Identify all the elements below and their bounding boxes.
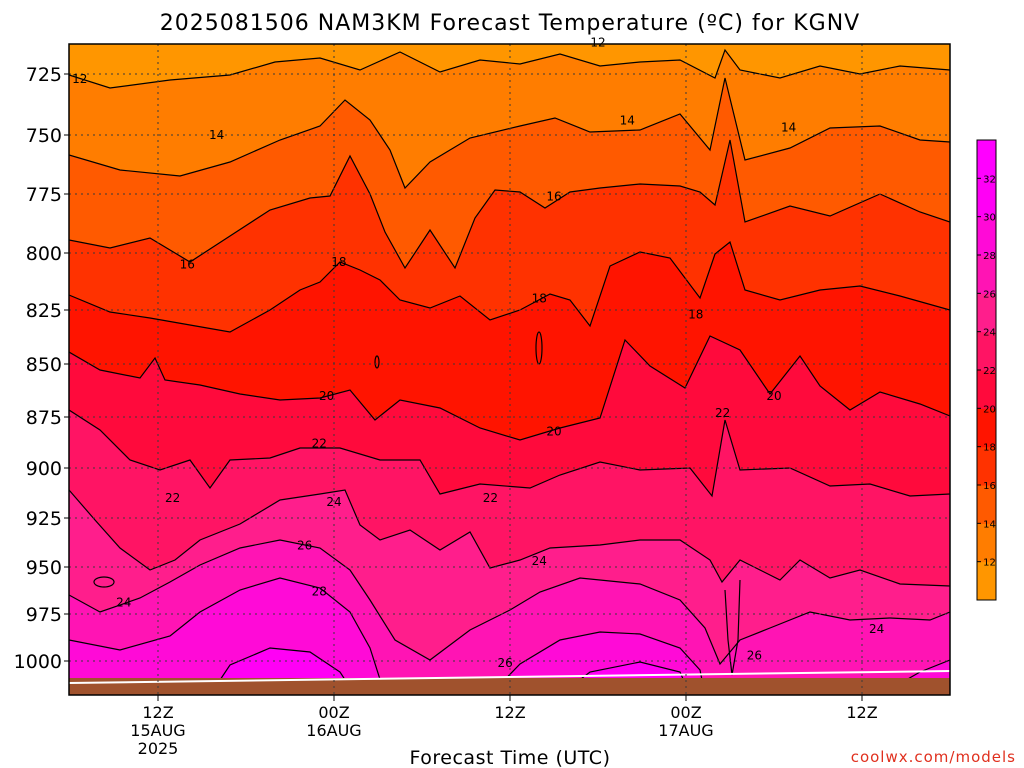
contour-label: 12 [72, 72, 87, 86]
x-tick-date: 16AUG [306, 721, 361, 740]
contour-label: 22 [312, 437, 327, 451]
colorbar: 12 14 16 18 20 22 24 26 28 30 32 [976, 139, 997, 601]
y-tick-label: 950 [26, 557, 62, 579]
contour-label: 18 [688, 307, 703, 321]
credit-text: coolwx.com/models [851, 748, 1016, 766]
plot-area [69, 44, 950, 695]
y-tick-label: 750 [26, 125, 62, 147]
x-axis-title: Forecast Time (UTC) [410, 747, 611, 768]
contour-label: 26 [497, 656, 512, 670]
contour-label: 18 [331, 255, 346, 269]
contour-label: 24 [116, 596, 131, 610]
contour-closed-small-2 [374, 355, 380, 369]
contour-label: 24 [869, 622, 884, 636]
colorbar-swatch [977, 523, 996, 563]
y-tick-label: 800 [26, 243, 62, 265]
y-axis: 725 750 775 800 825 850 875 900 925 950 … [14, 64, 69, 673]
contour-closed-small-3 [93, 576, 115, 588]
contour-label: 24 [532, 554, 547, 568]
y-tick-label: 1000 [14, 651, 62, 673]
contour-24 [69, 489, 950, 587]
colorbar-label: 16 [983, 481, 996, 492]
colorbar-swatch [977, 216, 996, 256]
contour-label: 14 [209, 128, 224, 142]
y-tick-label: 900 [26, 458, 62, 480]
x-tick-label: 00Z [318, 703, 349, 722]
chart-title: 2025081506 NAM3KM Forecast Temperature (… [160, 11, 860, 36]
contour-label: 22 [715, 406, 730, 420]
contour-label: 16 [546, 189, 561, 203]
contour-label: 14 [620, 113, 635, 127]
colorbar-label: 18 [983, 443, 996, 454]
y-tick-label: 975 [26, 604, 62, 626]
contour-label: 20 [319, 389, 334, 403]
colorbar-label: 22 [983, 366, 996, 377]
colorbar-swatch [977, 408, 996, 448]
x-tick-date: 15AUG [130, 721, 185, 740]
x-tick-label: 12Z [846, 703, 877, 722]
y-tick-label: 925 [26, 508, 62, 530]
contour-12 [69, 48, 950, 89]
contour-16 [69, 139, 950, 270]
colorbar-label: 26 [983, 289, 996, 300]
contour-label: 20 [766, 389, 781, 403]
grid [69, 44, 950, 695]
colorbar-swatch [977, 485, 996, 524]
colorbar-label: 28 [983, 251, 996, 262]
contour-label: 14 [781, 121, 796, 135]
contour-label: 18 [532, 292, 547, 306]
contour-label: 24 [326, 495, 341, 509]
contour-label: 20 [546, 424, 561, 438]
x-tick-label: 12Z [142, 703, 173, 722]
colorbar-swatch [977, 255, 996, 294]
colorbar-label: 14 [983, 519, 996, 530]
x-tick-year: 2025 [138, 739, 179, 758]
contour-label: 22 [483, 491, 498, 505]
x-axis: 12Z 15AUG 2025 00Z 16AUG 12Z 00Z 17AUG 1… [130, 695, 878, 768]
y-tick-label: 875 [26, 407, 62, 429]
colorbar-label: 32 [983, 174, 996, 185]
colorbar-label: 12 [983, 558, 996, 569]
x-tick-label: 00Z [670, 703, 701, 722]
contour-label: 16 [180, 257, 195, 271]
colorbar-label: 30 [983, 213, 996, 224]
x-tick-label: 12Z [494, 703, 525, 722]
contour-22 [69, 409, 950, 498]
contour-label: 28 [312, 584, 327, 598]
colorbar-label: 20 [983, 404, 996, 415]
x-tick-date: 17AUG [658, 721, 713, 740]
colorbar-swatch [977, 561, 996, 601]
y-tick-label: 825 [26, 300, 62, 322]
y-tick-label: 850 [26, 354, 62, 376]
colorbar-swatch [977, 370, 996, 409]
colorbar-swatch [977, 140, 996, 179]
colorbar-swatch [977, 293, 996, 333]
contour-20 [69, 335, 950, 441]
contour-label: 22 [165, 491, 180, 505]
contour-14 [69, 77, 950, 190]
contour-label: 26 [747, 648, 762, 662]
colorbar-swatch [977, 178, 996, 218]
contour-labels: 12 12 14 14 14 16 16 18 18 18 20 20 20 22 22 22 22 24 24 24… [72, 35, 884, 670]
colorbar-label: 24 [983, 328, 996, 339]
y-tick-label: 725 [26, 64, 62, 86]
contour-label: 26 [297, 538, 312, 552]
colorbar-swatch [977, 331, 996, 371]
contour-label: 12 [590, 35, 605, 49]
contour-spike-near-00z-17aug [724, 579, 741, 676]
colorbar-swatch [977, 446, 996, 486]
y-tick-label: 775 [26, 184, 62, 206]
ground-edge-white [69, 670, 950, 684]
